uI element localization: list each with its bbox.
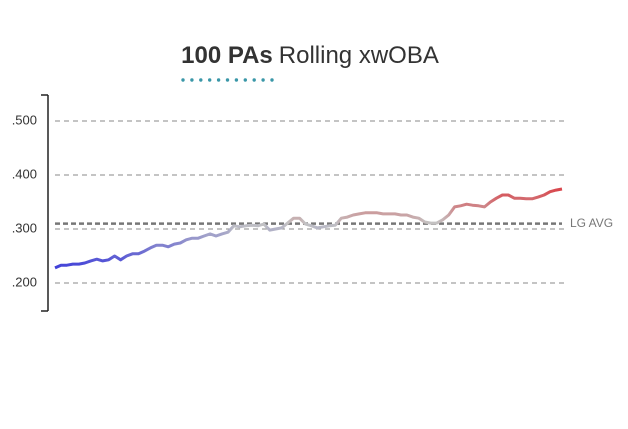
underline-dot: [270, 78, 274, 82]
underline-dot: [199, 78, 203, 82]
underline-dot: [261, 78, 265, 82]
title-rest: Rolling xwOBA: [279, 42, 439, 69]
underline-dot: [208, 78, 212, 82]
underline-dot: [234, 78, 239, 82]
y-tick-label: .500: [12, 112, 37, 127]
y-tick-label: .200: [12, 274, 37, 289]
underline-dot: [216, 78, 221, 82]
underline-dot: [243, 78, 247, 82]
chart-title: 100 PAs Rolling xwOBA: [181, 42, 439, 69]
y-tick-label: .400: [12, 166, 37, 181]
underline-dot: [190, 78, 194, 82]
title-underline: [181, 78, 274, 82]
y-tick-label: .300: [12, 220, 37, 235]
underline-dot: [225, 78, 230, 82]
underline-dot: [181, 78, 185, 82]
reference-label: LG AVG: [570, 216, 613, 230]
title-bold: 100 PAs: [181, 42, 273, 69]
data-line: [54, 187, 563, 270]
underline-dot: [252, 78, 256, 82]
